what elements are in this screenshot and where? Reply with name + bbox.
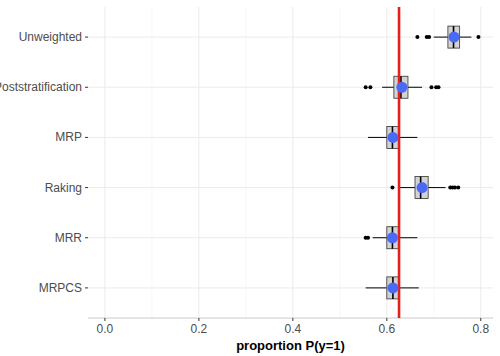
outlier <box>436 85 440 89</box>
tick-label: 0.2 <box>191 322 208 336</box>
outlier <box>476 35 480 39</box>
tick-mark <box>85 37 88 38</box>
outlier <box>364 85 368 89</box>
whisker <box>460 37 472 38</box>
plot-area <box>364 7 481 318</box>
box <box>387 126 399 148</box>
axis-title: proportion P(y=1) <box>236 338 345 353</box>
outlier <box>427 35 431 39</box>
tick-label: 0.6 <box>378 322 395 336</box>
box <box>394 76 408 98</box>
category-label: MRR <box>55 231 83 245</box>
outlier <box>366 236 370 240</box>
box-group <box>366 277 419 299</box>
whisker <box>368 137 387 138</box>
grid-line <box>88 37 493 38</box>
category-label: Unweighted <box>19 30 82 44</box>
box <box>387 277 399 299</box>
tick-label: 0.8 <box>472 322 489 336</box>
grid-line <box>88 287 493 288</box>
tick-mark <box>386 318 387 321</box>
mean-point <box>449 32 460 43</box>
mean-point <box>387 232 398 243</box>
whisker <box>382 87 394 88</box>
grid-line <box>88 237 493 238</box>
whisker <box>399 187 415 188</box>
grid-line <box>386 7 387 318</box>
outlier <box>368 85 372 89</box>
x-axis-line <box>88 318 493 319</box>
grid <box>88 7 493 318</box>
tick-mark <box>104 318 105 321</box>
box <box>415 177 428 199</box>
whisker <box>366 287 387 288</box>
box <box>448 26 460 48</box>
grid-line <box>292 7 293 318</box>
outlier <box>390 186 394 190</box>
tick-mark <box>85 87 88 88</box>
whisker <box>434 37 448 38</box>
grid-line <box>88 137 493 138</box>
category-label: Poststratification <box>0 80 82 94</box>
tick-label: 0.4 <box>285 322 302 336</box>
mean-point <box>387 132 398 143</box>
outlier <box>429 85 433 89</box>
tick-mark <box>480 318 481 321</box>
minor-grid-line <box>433 7 434 318</box>
tick-mark <box>292 318 293 321</box>
whisker <box>399 287 419 288</box>
category-label: MRP <box>55 130 82 144</box>
chart: 0.0 0.2 0.4 0.6 0.8 Unweighted Poststratificat… <box>0 0 500 356</box>
whisker <box>399 237 418 238</box>
tick-mark <box>85 237 88 238</box>
outlier <box>415 35 419 39</box>
mean-point <box>417 182 428 193</box>
minor-grid-line <box>245 7 246 318</box>
box-group <box>364 76 441 98</box>
grid-line <box>480 7 481 318</box>
tick-label: 0.0 <box>97 322 114 336</box>
reference-line <box>398 7 401 318</box>
whisker <box>408 87 422 88</box>
tick-mark <box>198 318 199 321</box>
box-group <box>364 227 418 249</box>
mean-point <box>396 82 407 93</box>
category-label: Raking <box>45 181 82 195</box>
mean-point <box>387 282 398 293</box>
box-group <box>390 177 460 199</box>
whisker <box>428 187 445 188</box>
grid-line <box>104 7 105 318</box>
minor-grid-line <box>151 7 152 318</box>
minor-grid-line <box>339 7 340 318</box>
tick-mark <box>85 137 88 138</box>
box <box>387 227 399 249</box>
whisker <box>373 237 387 238</box>
tick-mark <box>85 187 88 188</box>
outlier <box>456 186 460 190</box>
box-group <box>368 126 417 148</box>
whisker <box>399 137 418 138</box>
box-group <box>415 26 480 48</box>
category-label: MRPCS <box>39 281 82 295</box>
grid-line <box>198 7 199 318</box>
tick-mark <box>85 287 88 288</box>
grid-line <box>88 187 493 188</box>
